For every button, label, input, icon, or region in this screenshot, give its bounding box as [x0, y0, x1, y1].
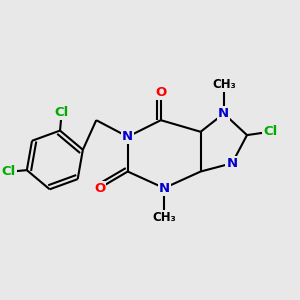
Text: N: N — [159, 182, 170, 195]
Text: O: O — [155, 85, 166, 98]
Text: Cl: Cl — [55, 106, 69, 119]
Text: O: O — [94, 182, 105, 195]
Text: Cl: Cl — [263, 125, 277, 138]
Text: CH₃: CH₃ — [212, 78, 236, 91]
Text: N: N — [122, 130, 133, 143]
Text: CH₃: CH₃ — [152, 212, 176, 224]
Text: N: N — [226, 157, 238, 170]
Text: Cl: Cl — [2, 165, 16, 178]
Text: N: N — [218, 107, 230, 120]
